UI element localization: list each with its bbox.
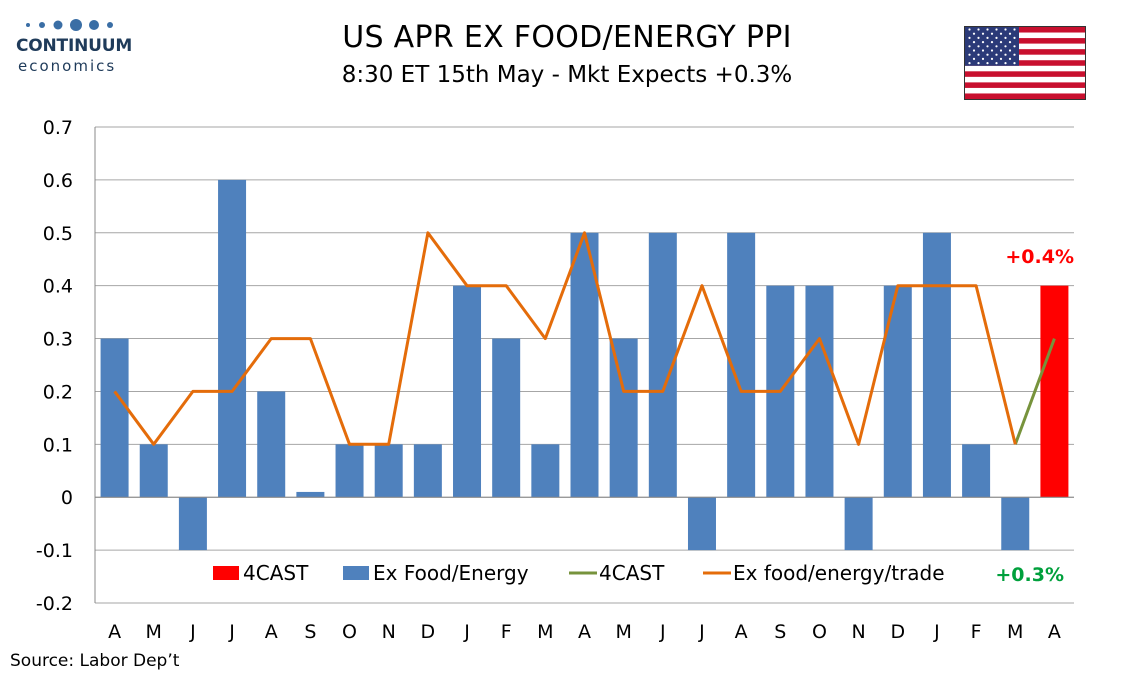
bar-ex-food-energy — [531, 444, 560, 498]
bar-ex-food-energy — [413, 444, 442, 498]
legend-label: 4CAST — [243, 561, 309, 585]
y-tick-label: 0.1 — [43, 434, 73, 456]
source-note: Source: Labor Dep’t — [10, 651, 180, 671]
chart-title: US APR EX FOOD/ENERGY PPI — [342, 20, 792, 55]
y-tick-label: 0.2 — [43, 381, 73, 403]
bar-ex-food-energy — [453, 285, 482, 498]
bar-ex-food-energy — [570, 232, 599, 498]
x-tick-label: F — [501, 621, 512, 643]
bar-ex-food-energy — [218, 179, 247, 498]
bar-ex-food-energy — [492, 338, 521, 498]
bar-ex-food-energy — [687, 497, 716, 551]
x-tick-label: S — [774, 621, 786, 643]
y-tick-label: 0.3 — [43, 329, 73, 351]
x-tick-label: J — [933, 621, 940, 643]
bar-ex-food-energy — [805, 285, 834, 498]
bar-ex-food-energy — [296, 491, 325, 498]
y-tick-label: -0.2 — [36, 593, 73, 615]
annotation-label: +0.3% — [995, 564, 1064, 586]
series-lines — [113, 231, 1056, 446]
x-tick-label: M — [146, 621, 162, 643]
bar-ex-food-energy — [962, 444, 991, 498]
bar-ex-food-energy — [178, 497, 207, 551]
bar-ex-food-energy — [374, 444, 403, 498]
bar-ex-food-energy — [922, 232, 951, 498]
bar-ex-food-energy — [139, 444, 168, 498]
bar-ex-food-energy — [100, 338, 129, 498]
x-tick-label: D — [890, 621, 905, 643]
y-axis: -0.2 -0.1 0 0.1 0.2 0.3 0.4 0.5 0.6 0.7 — [36, 117, 73, 615]
x-tick-label: O — [812, 621, 827, 643]
chart-subtitle: 8:30 ET 15th May - Mkt Expects +0.3% — [341, 62, 793, 88]
legend-label: Ex Food/Energy — [373, 561, 529, 585]
legend-label: Ex food/energy/trade — [733, 561, 945, 585]
legend-swatch — [343, 566, 369, 580]
line-ex-food-energy-trade — [113, 231, 1017, 446]
annotation-label: +0.4% — [1005, 246, 1074, 268]
x-tick-label: O — [342, 621, 357, 643]
logo-dots-icon — [26, 19, 113, 31]
legend-label: 4CAST — [599, 561, 665, 585]
bar-ex-food-energy — [335, 444, 364, 498]
bar-ex-food-energy — [609, 338, 638, 498]
x-tick-label: J — [228, 621, 235, 643]
bar-ex-food-energy — [1001, 497, 1030, 551]
bar-4cast — [1040, 285, 1069, 498]
logo-tagline: economics — [18, 57, 117, 75]
us-flag-icon — [964, 26, 1086, 100]
x-tick-label: A — [1048, 621, 1061, 643]
bar-ex-food-energy — [257, 391, 286, 498]
x-tick-label: D — [421, 621, 436, 643]
legend: 4CAST Ex Food/Energy 4CAST Ex food/energy/t… — [213, 561, 945, 585]
x-tick-label: S — [304, 621, 316, 643]
y-tick-label: 0.7 — [43, 117, 73, 139]
x-tick-label: J — [189, 621, 196, 643]
x-tick-label: M — [615, 621, 631, 643]
bar-ex-food-energy — [844, 497, 873, 551]
x-tick-label: N — [852, 621, 866, 643]
x-tick-label: A — [578, 621, 591, 643]
continuum-logo: CONTINUUM economics — [14, 14, 144, 75]
x-tick-label: J — [659, 621, 666, 643]
line-4cast — [1013, 338, 1056, 445]
x-tick-label: J — [698, 621, 705, 643]
bars — [100, 179, 1069, 551]
x-tick-label: J — [463, 621, 470, 643]
y-tick-label: 0.6 — [43, 170, 73, 192]
bar-ex-food-energy — [883, 285, 912, 498]
x-tick-label: N — [382, 621, 396, 643]
x-tick-label: A — [735, 621, 748, 643]
y-tick-label: 0.5 — [43, 223, 73, 245]
y-tick-label: 0.4 — [43, 276, 73, 298]
x-tick-label: A — [265, 621, 278, 643]
logo-name: CONTINUUM — [16, 36, 133, 56]
x-tick-label: F — [971, 621, 982, 643]
legend-swatch — [213, 566, 239, 580]
y-tick-label: 0 — [61, 487, 73, 509]
annotations: +0.4% +0.3% — [995, 246, 1074, 586]
x-tick-label: A — [108, 621, 121, 643]
x-tick-label: M — [537, 621, 553, 643]
y-tick-label: -0.1 — [36, 540, 73, 562]
x-tick-label: M — [1007, 621, 1023, 643]
